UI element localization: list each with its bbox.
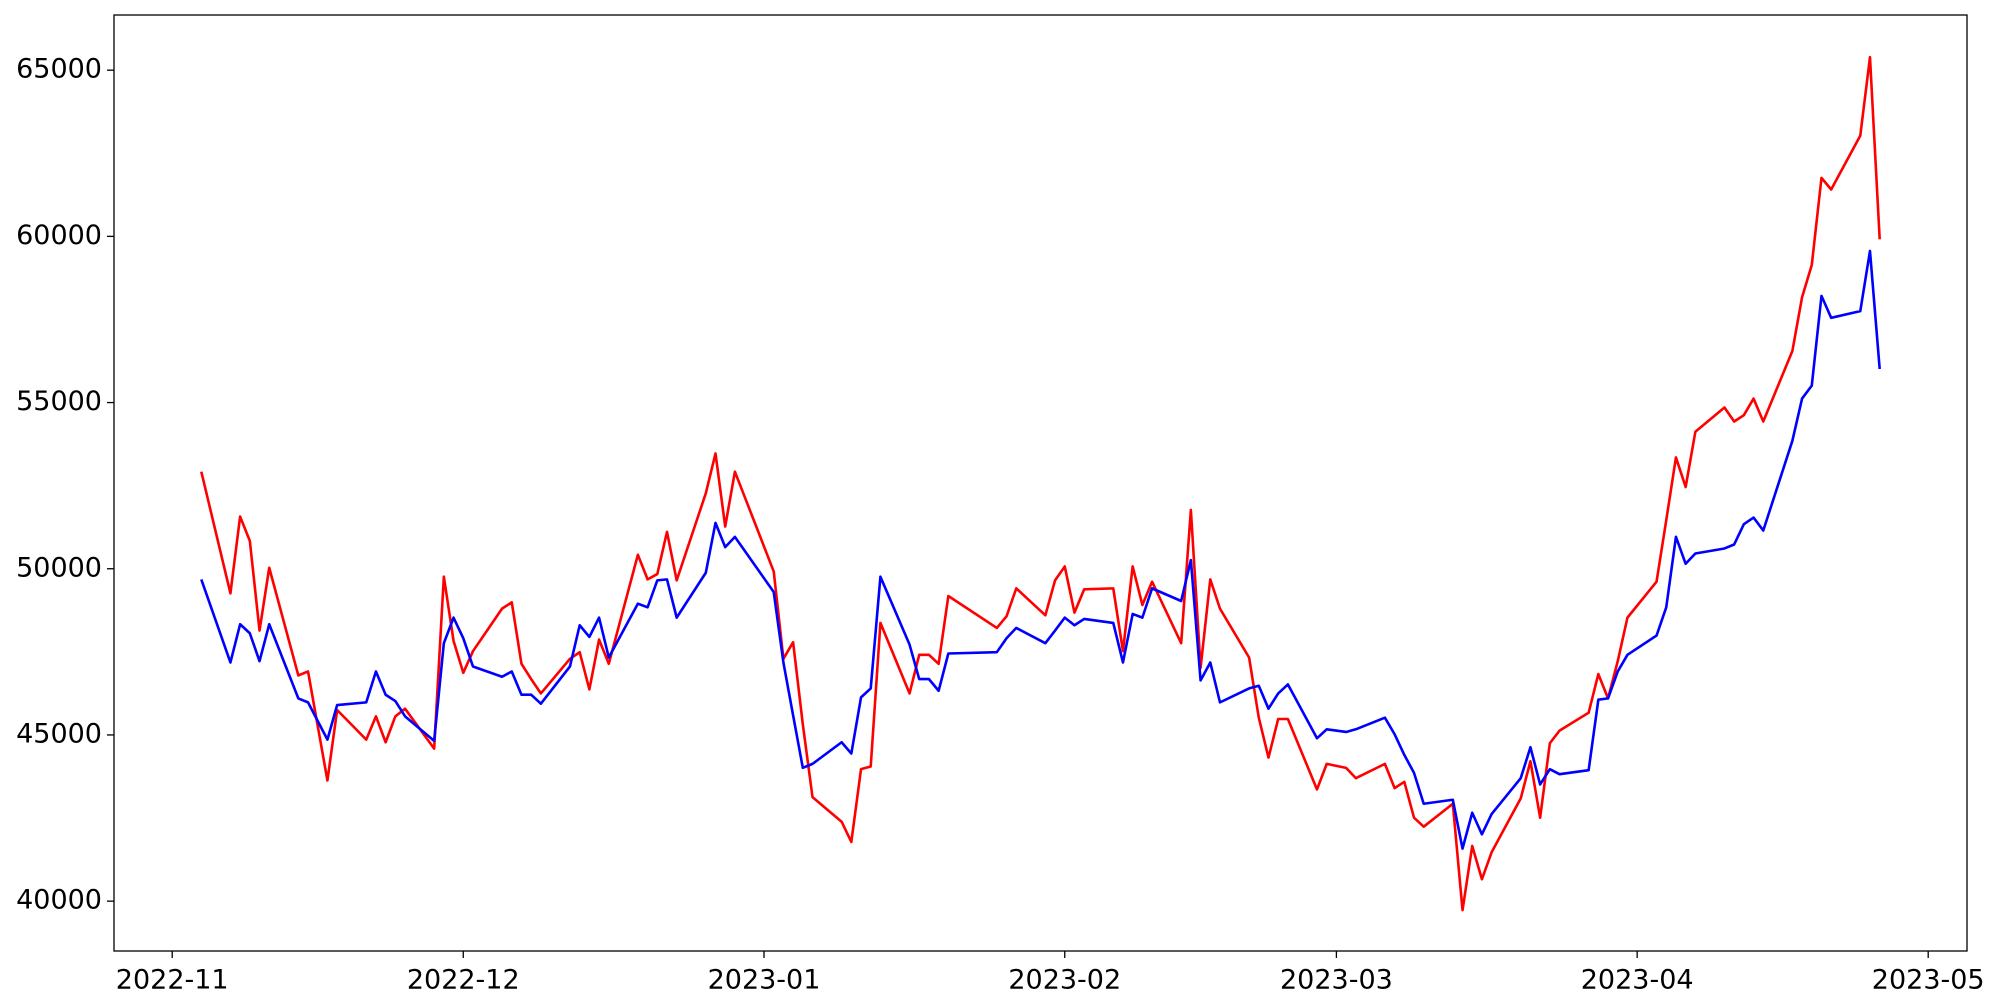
y-tick-label: 60000 (16, 220, 102, 251)
x-tick-label: 2022-11 (116, 965, 229, 996)
x-tick-label: 2023-02 (1008, 965, 1121, 996)
x-tick-label: 2022-12 (407, 965, 520, 996)
y-tick-label: 45000 (16, 718, 102, 749)
plot-frame (113, 14, 1968, 952)
x-tick-label: 2023-03 (1280, 965, 1393, 996)
x-tick-label: 2023-05 (1872, 965, 1985, 996)
y-tick-label: 40000 (16, 885, 102, 916)
y-tick-label: 50000 (16, 552, 102, 583)
y-tick-label: 65000 (16, 54, 102, 85)
x-tick-label: 2023-04 (1581, 965, 1694, 996)
y-tick-label: 55000 (16, 386, 102, 417)
data-line (200, 249, 1881, 850)
x-tick-label: 2023-01 (708, 965, 821, 996)
data-line (200, 55, 1881, 912)
